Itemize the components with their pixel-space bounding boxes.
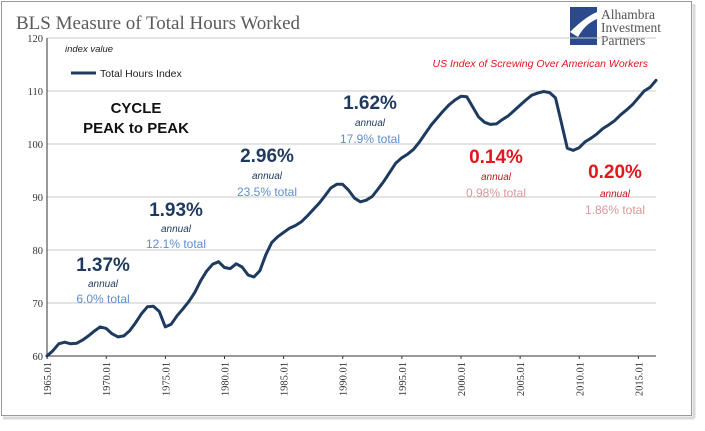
y-tick-label: 100 — [27, 140, 43, 151]
logo-line-1: Alhambra — [601, 7, 655, 22]
annotation-3-total: 23.5% total — [237, 185, 297, 199]
annotation-1-total: 6.0% total — [76, 292, 129, 306]
x-tick-label: 2005.01 — [516, 362, 527, 396]
logo-line-2: Investment — [601, 20, 661, 35]
x-tick-label: 2010.01 — [575, 362, 586, 396]
chart-title: BLS Measure of Total Hours Worked — [16, 13, 301, 34]
cycle-label-line1: CYCLE — [111, 100, 162, 117]
annotation-4: 1.62% annual 17.9% total — [340, 93, 400, 146]
annotation-1-annual: annual — [88, 279, 119, 290]
logo-swoosh — [570, 12, 597, 37]
y-axis-label: index value — [65, 44, 113, 55]
annotation-3-pct: 2.96% — [240, 146, 294, 167]
x-tick-label: 1970.01 — [102, 362, 113, 396]
annotation-4-annual: annual — [355, 118, 386, 129]
x-tick-label: 1965.01 — [43, 362, 54, 396]
annotation-6-annual: annual — [600, 189, 631, 200]
annotation-6-pct: 0.20% — [588, 162, 642, 183]
annotation-2-total: 12.1% total — [146, 237, 206, 251]
legend: Total Hours Index — [71, 68, 182, 80]
legend-label: Total Hours Index — [100, 68, 182, 80]
plot-area: 60 70 80 90 100 110 120 1965.01 1970.01 1975.01 19… — [27, 34, 658, 396]
annotation-1: 1.37% annual 6.0% total — [76, 255, 130, 306]
cycle-label-line2: PEAK to PEAK — [83, 120, 189, 137]
x-tick-label: 2000.01 — [457, 362, 468, 396]
annotation-5-total: 0.98% total — [466, 186, 526, 200]
annotation-3-annual: annual — [252, 171, 283, 182]
red-subtitle: US Index of Screwing Over American Worke… — [432, 58, 648, 70]
y-tick-label: 70 — [33, 299, 44, 310]
x-tick-label: 1980.01 — [220, 362, 231, 396]
annotation-5: 0.14% annual 0.98% total — [466, 147, 526, 200]
x-tick-label: 1985.01 — [280, 362, 291, 396]
series-line-total-hours-index — [45, 78, 658, 358]
x-tick-label: 1990.01 — [339, 362, 350, 396]
y-tick-label: 110 — [28, 87, 43, 98]
annotation-6-total: 1.86% total — [585, 203, 645, 217]
annotation-3: 2.96% annual 23.5% total — [237, 146, 297, 199]
y-tick-label: 120 — [27, 34, 43, 45]
annotation-5-annual: annual — [481, 172, 512, 183]
x-tick-label: 2015.01 — [634, 362, 645, 396]
annotation-2-pct: 1.93% — [149, 200, 203, 221]
y-tick-label: 60 — [33, 352, 44, 363]
x-tick-label: 1975.01 — [161, 362, 172, 396]
annotation-6: 0.20% annual 1.86% total — [585, 162, 645, 217]
chart-border — [1, 1, 692, 416]
company-logo: Alhambra Investment Partners — [570, 7, 661, 48]
annotation-5-pct: 0.14% — [469, 147, 523, 168]
annotation-1-pct: 1.37% — [76, 255, 130, 276]
annotation-2: 1.93% annual 12.1% total — [146, 200, 206, 251]
annotation-2-annual: annual — [161, 224, 192, 235]
y-tick-label: 80 — [33, 246, 44, 257]
logo-line-3: Partners — [601, 33, 645, 48]
annotation-4-total: 17.9% total — [340, 132, 400, 146]
y-tick-label: 90 — [33, 193, 44, 204]
x-tick-label: 1995.01 — [398, 362, 409, 396]
annotation-4-pct: 1.62% — [343, 93, 397, 114]
